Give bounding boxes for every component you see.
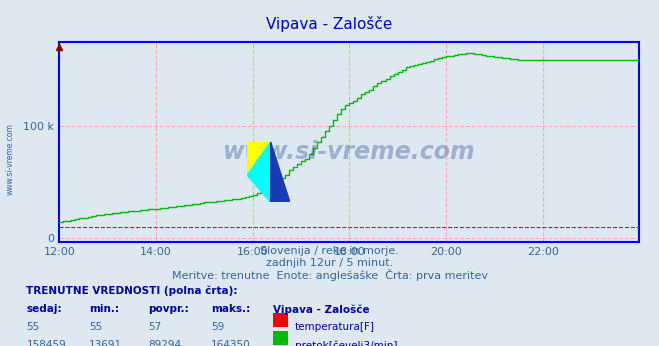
Text: zadnjih 12ur / 5 minut.: zadnjih 12ur / 5 minut. [266, 258, 393, 268]
Text: sedaj:: sedaj: [26, 304, 62, 315]
Text: temperatura[F]: temperatura[F] [295, 322, 374, 333]
Text: maks.:: maks.: [211, 304, 250, 315]
Text: www.si-vreme.com: www.si-vreme.com [223, 140, 476, 164]
Text: 89294: 89294 [148, 340, 181, 346]
Text: povpr.:: povpr.: [148, 304, 189, 315]
Text: 164350: 164350 [211, 340, 250, 346]
Text: Vipava - Zalošče: Vipava - Zalošče [273, 304, 370, 315]
Text: min.:: min.: [89, 304, 119, 315]
Text: 57: 57 [148, 322, 161, 333]
Text: Meritve: trenutne  Enote: anglešaške  Črta: prva meritev: Meritve: trenutne Enote: anglešaške Črta… [171, 269, 488, 281]
Text: Vipava - Zalošče: Vipava - Zalošče [266, 16, 393, 31]
Text: TRENUTNE VREDNOSTI (polna črta):: TRENUTNE VREDNOSTI (polna črta): [26, 285, 238, 296]
Text: 13691: 13691 [89, 340, 122, 346]
Text: 158459: 158459 [26, 340, 66, 346]
Polygon shape [247, 142, 271, 175]
Text: 59: 59 [211, 322, 224, 333]
Text: Slovenija / reke in morje.: Slovenija / reke in morje. [260, 246, 399, 256]
Text: pretok[čevelj3/min]: pretok[čevelj3/min] [295, 340, 397, 346]
Polygon shape [271, 142, 290, 202]
Text: 55: 55 [89, 322, 102, 333]
Text: 55: 55 [26, 322, 40, 333]
Polygon shape [247, 142, 271, 202]
Text: www.si-vreme.com: www.si-vreme.com [5, 123, 14, 195]
